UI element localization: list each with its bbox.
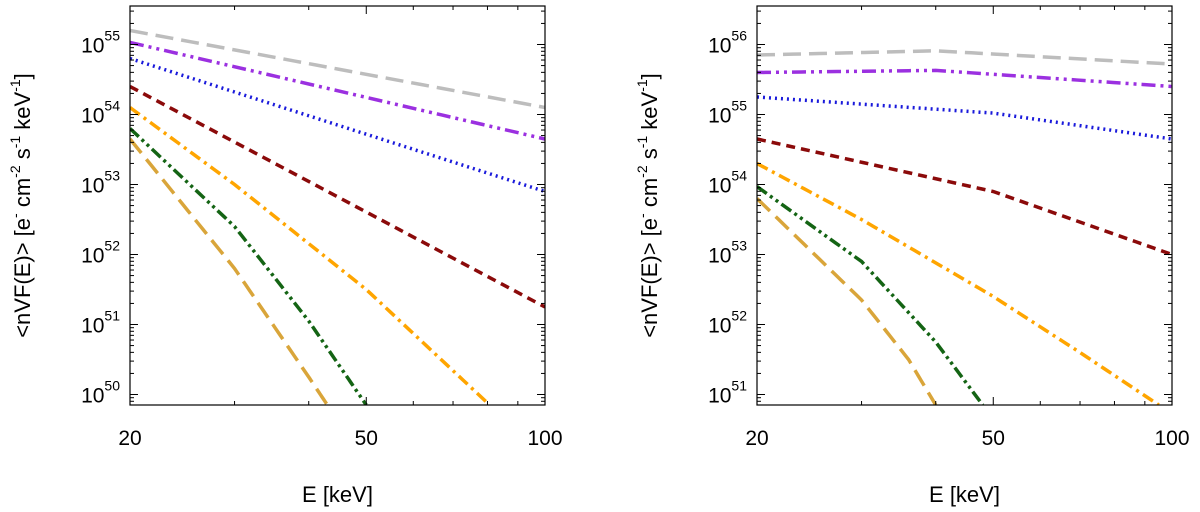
x-tick-label: 20 xyxy=(745,427,768,450)
y-tick-label: 1054 xyxy=(81,98,120,128)
x-tick-label: 100 xyxy=(1154,427,1189,450)
y-tick-label: 1056 xyxy=(708,28,747,58)
y-ticks xyxy=(130,10,545,402)
y-tick-label: 1051 xyxy=(81,308,120,338)
series-line-green-dash-dot-dot xyxy=(757,185,985,405)
plot-frame xyxy=(129,5,546,406)
x-ticks: 20 50 100 xyxy=(118,6,563,450)
y-tick-label: 1053 xyxy=(708,238,747,268)
x-axis-label: E [keV] xyxy=(302,482,373,507)
series-line-gold-long-dash xyxy=(757,197,938,405)
plot-frame xyxy=(756,5,1173,406)
right-panel: 20 50 100 1051 1052 1053 1054 1055 1056 E [keV] <n… xyxy=(634,5,1190,507)
y-ticks xyxy=(757,10,1172,402)
y-tick-labels: 1050 1051 1052 1053 1054 1055 xyxy=(81,28,120,408)
y-tick-label: 1052 xyxy=(81,238,120,268)
y-tick-label: 1051 xyxy=(708,378,747,408)
series-line-green-dash-dot-dot xyxy=(130,127,368,405)
x-axis-label: E [keV] xyxy=(929,482,1000,507)
series-line-blue-dotted xyxy=(130,56,545,194)
y-tick-label: 1050 xyxy=(81,378,120,408)
y-axis-label: <nVF(E)> [e- cm-2 s-1 keV-1] xyxy=(634,73,662,338)
y-tick-label: 1053 xyxy=(81,168,120,198)
series-line-darkred-dashed xyxy=(130,84,545,309)
series-line-orange-dash-dot xyxy=(757,161,1160,405)
y-tick-label: 1055 xyxy=(81,28,120,58)
x-tick-label: 100 xyxy=(527,427,562,450)
series-line-blue-dotted xyxy=(757,95,1172,141)
y-tick-labels: 1051 1052 1053 1054 1055 1056 xyxy=(708,28,747,408)
series-line-grey-long-dash xyxy=(130,28,545,110)
y-axis-label: <nVF(E)> [e- cm-2 s-1 keV-1] xyxy=(7,73,35,338)
series-group xyxy=(757,49,1172,405)
series-line-gold-long-dash xyxy=(130,137,329,405)
x-tick-label: 50 xyxy=(982,427,1005,450)
x-ticks: 20 50 100 xyxy=(745,6,1190,450)
series-line-darkred-dashed xyxy=(757,137,1172,257)
x-tick-label: 20 xyxy=(118,427,141,450)
series-line-purple-dash-dot-dot xyxy=(757,68,1172,89)
series-group xyxy=(130,28,545,405)
series-line-orange-dash-dot xyxy=(130,106,489,405)
series-line-purple-dash-dot-dot xyxy=(130,40,545,141)
y-tick-label: 1052 xyxy=(708,308,747,338)
y-tick-label: 1054 xyxy=(708,168,747,198)
series-line-grey-long-dash xyxy=(757,49,1172,66)
left-panel: 20 50 100 1050 1051 1052 1053 1054 1055 E [keV] <n… xyxy=(7,5,563,507)
y-tick-label: 1055 xyxy=(708,98,747,128)
x-tick-label: 50 xyxy=(355,427,378,450)
